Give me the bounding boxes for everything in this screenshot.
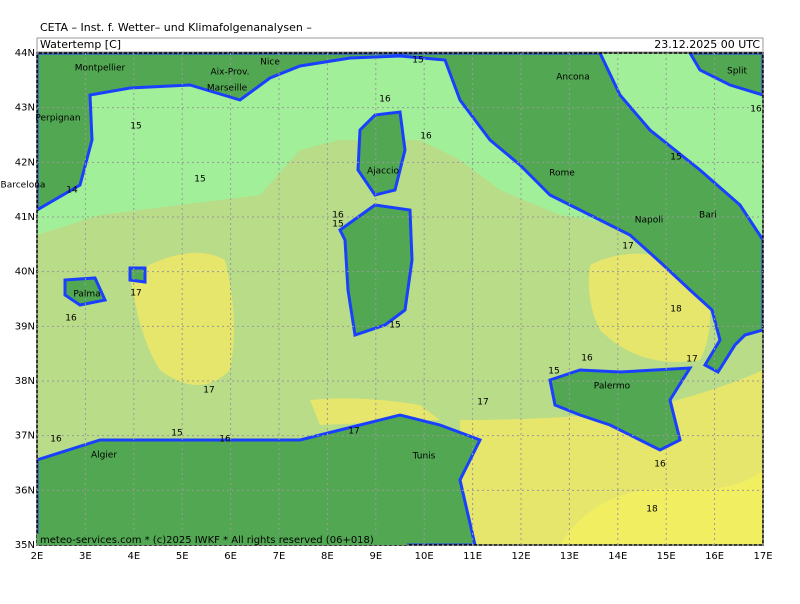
footer: meteo-services.com * (c)2025 IWKF * All … — [40, 535, 374, 546]
lat-label: 38N — [15, 376, 35, 387]
title: CETA – Inst. f. Wetter– und Klimafolgena… — [40, 21, 312, 34]
sea-19 — [560, 470, 763, 545]
lat-label: 43N — [15, 103, 35, 114]
contour-label: 17 — [130, 289, 141, 299]
city-label: Perpignan — [35, 114, 80, 124]
contour-label: 17 — [203, 386, 214, 396]
header-bar — [36, 37, 764, 53]
city-label: Marseille — [207, 84, 248, 94]
lon-label: 12E — [511, 551, 530, 562]
land — [37, 53, 763, 374]
contour-label: 15 — [171, 429, 182, 439]
contour-label: 16 — [654, 460, 666, 470]
contour-label: 16 — [379, 95, 391, 105]
lon-label: 7E — [273, 551, 286, 562]
lat-label: 41N — [15, 212, 35, 223]
lat-label: 40N — [15, 267, 35, 278]
valid-time: 23.12.2025 00 UTC — [654, 38, 760, 51]
contour-label: 15 — [130, 122, 141, 132]
parameter: Watertemp [C] — [40, 38, 121, 51]
city-label: Montpellier — [75, 64, 126, 74]
island — [128, 266, 147, 284]
contour-label: 16 — [65, 314, 77, 324]
city-label: Tunis — [412, 452, 436, 462]
lat-label: 36N — [15, 485, 35, 496]
lat-label: 39N — [15, 321, 35, 332]
contour-label: 15 — [548, 367, 559, 377]
lon-label: 4E — [127, 551, 140, 562]
contour-label: 16 — [420, 132, 432, 142]
contour-label: 16 — [750, 105, 762, 115]
contour-label: 17 — [686, 355, 697, 365]
contour-label: 17 — [622, 242, 633, 252]
lon-label: 15E — [657, 551, 676, 562]
contour-label: 17 — [477, 398, 488, 408]
island — [548, 366, 693, 452]
city-label: Ajaccio — [367, 167, 400, 177]
contour-label: 14 — [66, 186, 78, 196]
city-label: Nice — [260, 58, 280, 68]
city-label: Rome — [549, 169, 575, 179]
lat-label: 42N — [15, 157, 35, 168]
contour-label: 15 — [389, 321, 400, 331]
lon-label: 11E — [463, 551, 482, 562]
contour-label: 15 — [194, 175, 205, 185]
lon-label: 3E — [79, 551, 92, 562]
city-label: Algier — [91, 451, 117, 461]
lon-label: 5E — [176, 551, 189, 562]
lon-label: 10E — [415, 551, 434, 562]
city-label: Barcelona — [1, 181, 46, 191]
lon-label: 17E — [753, 551, 772, 562]
island — [356, 110, 407, 197]
city-label: Palermo — [594, 382, 631, 392]
city-label: Aix-Prov. — [211, 68, 250, 78]
lon-label: 9E — [369, 551, 382, 562]
lat-label: 44N — [15, 48, 35, 59]
lat-label: 35N — [15, 540, 35, 551]
footer-bg — [37, 534, 407, 545]
map-area — [37, 53, 763, 545]
city-label: Split — [727, 67, 747, 77]
land — [688, 53, 763, 97]
island — [63, 276, 108, 307]
lon-label: 6E — [224, 551, 237, 562]
contour-label: 16 — [50, 435, 62, 445]
contour-label: 15 — [670, 153, 681, 163]
contour-label: 16 — [332, 211, 344, 221]
lon-label: 16E — [705, 551, 724, 562]
lon-label: 8E — [321, 551, 334, 562]
city-label: Napoli — [635, 216, 663, 226]
contour-label: 18 — [646, 505, 658, 515]
lon-label: 14E — [608, 551, 627, 562]
lon-label: 13E — [560, 551, 579, 562]
contour-label: 15 — [412, 56, 423, 66]
city-label: Bari — [699, 211, 717, 221]
lon-label: 2E — [31, 551, 44, 562]
contour-label: 18 — [670, 305, 682, 315]
lat-label: 37N — [15, 431, 35, 442]
land — [37, 413, 483, 545]
contour-label: 16 — [581, 354, 593, 364]
contour-label: 15 — [332, 220, 343, 230]
contour-label: 16 — [219, 435, 231, 445]
city-label: Ancona — [556, 73, 590, 83]
contour-label: 17 — [348, 427, 359, 437]
city-label: Palma — [73, 290, 100, 300]
